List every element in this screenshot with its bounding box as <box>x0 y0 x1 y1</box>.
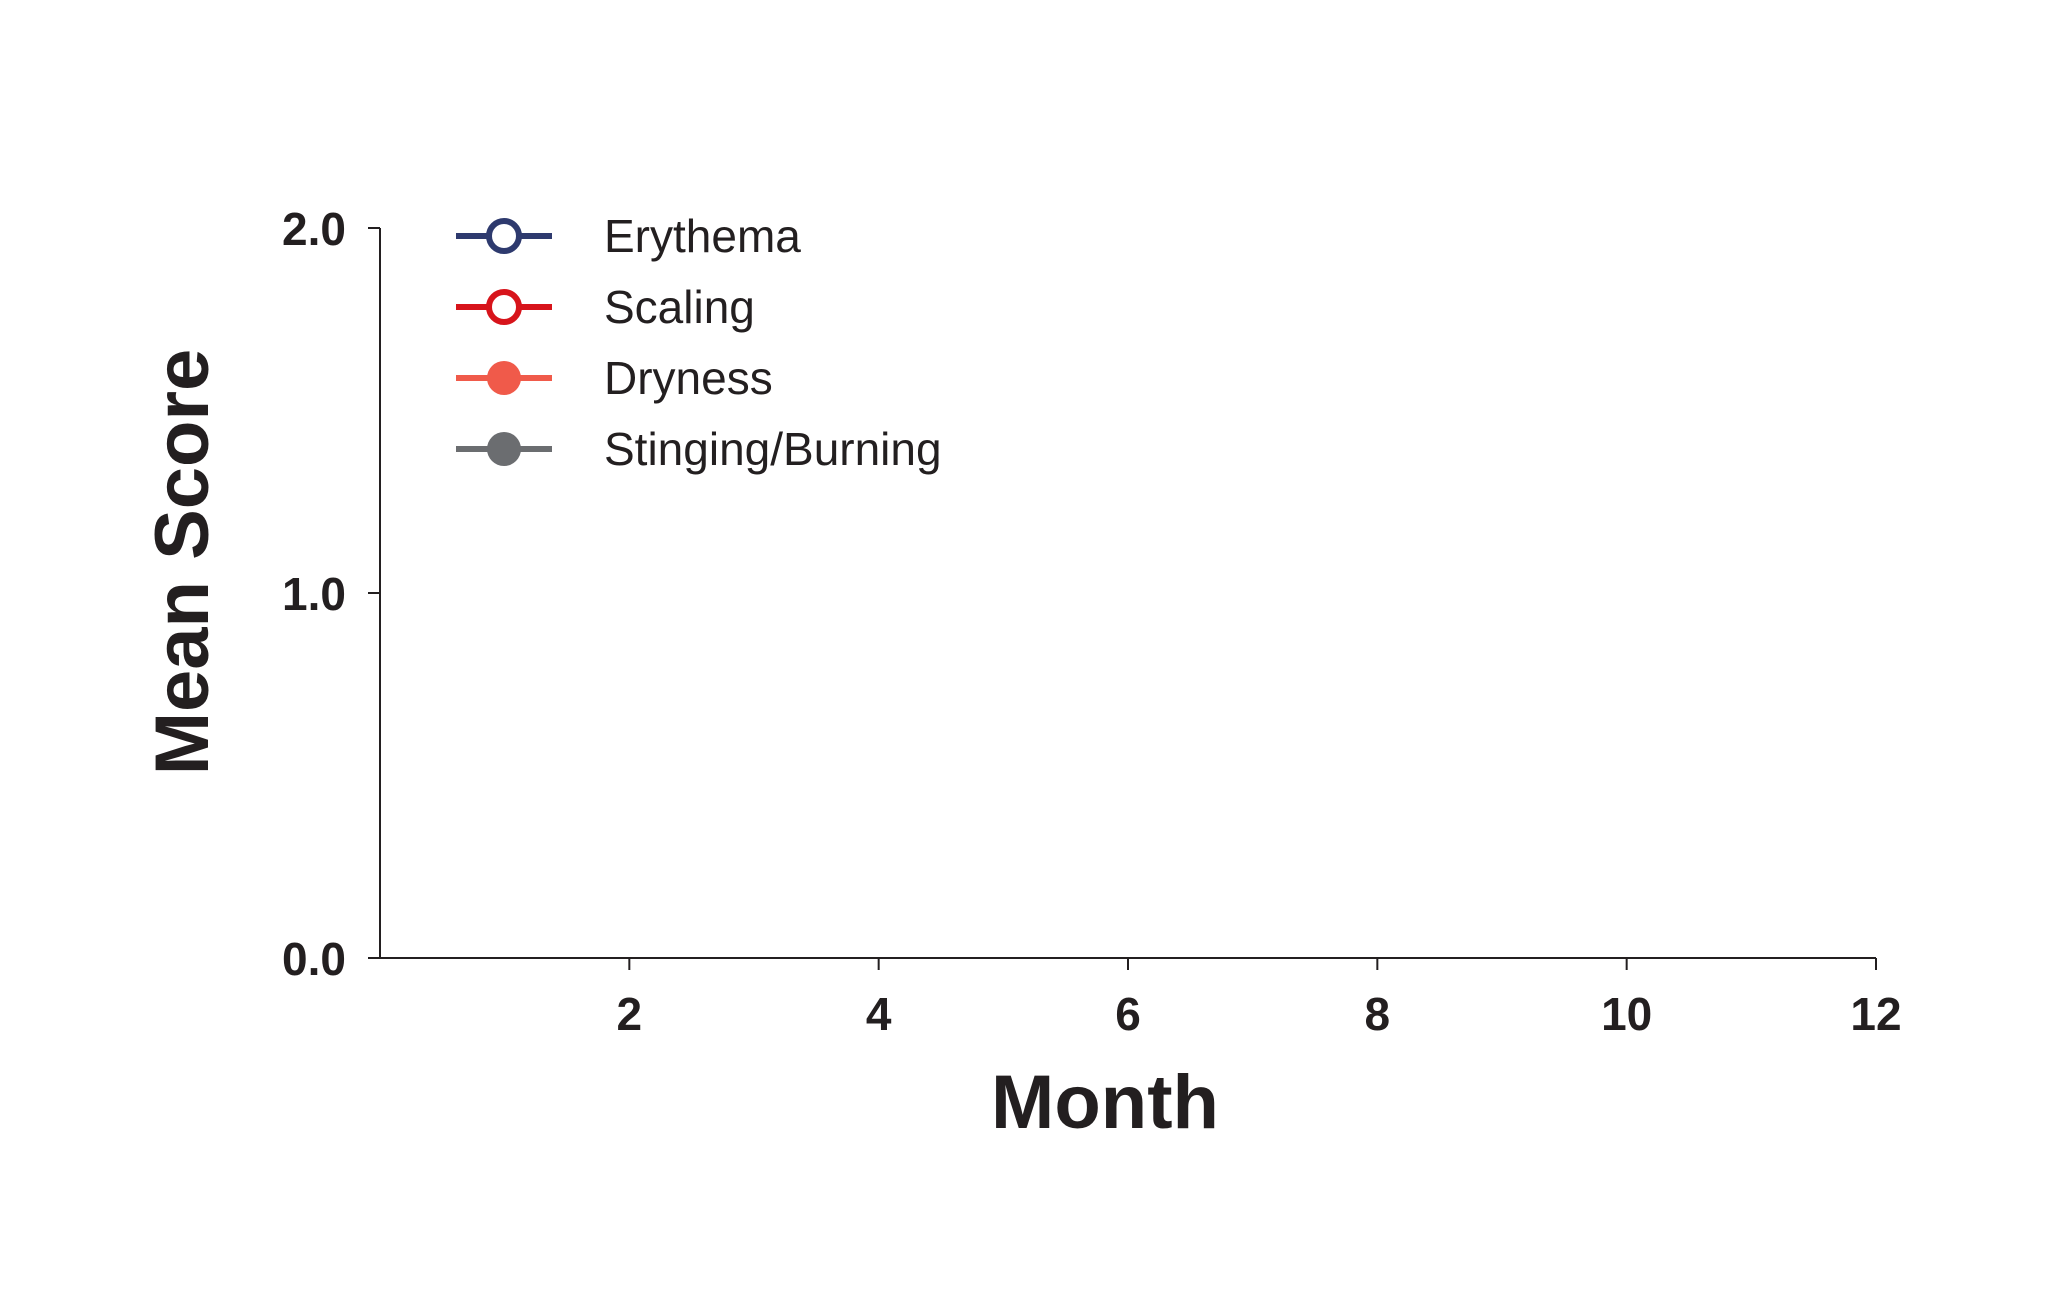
legend-label: Erythema <box>604 210 801 262</box>
ticks-layer: 2 4 6 8 10 12 0.0 1.0 2.0 <box>282 203 1902 1040</box>
legend-marker <box>487 432 521 466</box>
legend-marker <box>486 289 522 325</box>
x-axis-title: Month <box>991 1060 1219 1145</box>
y-axis-title: Mean Score <box>140 349 225 776</box>
legend-label: Dryness <box>604 352 773 404</box>
x-tick-label: 2 <box>617 988 643 1040</box>
x-tick-label: 8 <box>1365 988 1391 1040</box>
legend-marker <box>486 218 522 254</box>
legend-label: Stinging/Burning <box>604 423 942 475</box>
x-tick-label: 10 <box>1601 988 1652 1040</box>
x-tick-label: 6 <box>1115 988 1141 1040</box>
y-tick-label: 1.0 <box>282 568 346 620</box>
legend-label: Scaling <box>604 281 755 333</box>
legend-marker <box>487 361 521 395</box>
legend: Erythema Scaling Dryness Stinging/Burning <box>456 210 942 475</box>
x-tick-label: 4 <box>866 988 892 1040</box>
x-tick-label: 12 <box>1850 988 1901 1040</box>
y-tick-label: 2.0 <box>282 203 346 255</box>
y-tick-label: 0.0 <box>282 933 346 985</box>
